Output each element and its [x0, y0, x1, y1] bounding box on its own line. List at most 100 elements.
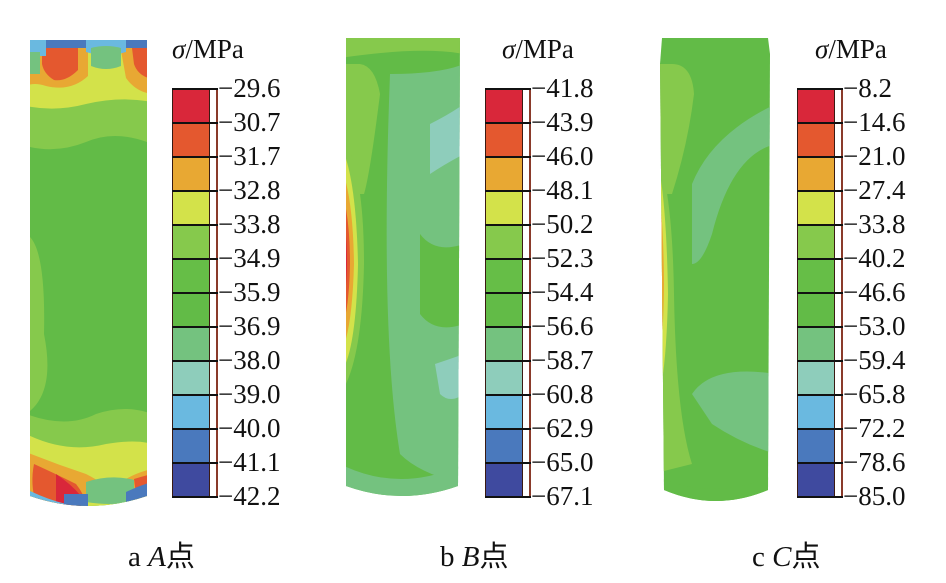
legend-tick	[485, 292, 531, 294]
legend-tick	[485, 428, 531, 430]
legend-band	[486, 294, 522, 328]
legend-band	[173, 362, 209, 396]
legend-tick-label: −46.6	[843, 277, 906, 307]
legend-tick	[172, 258, 218, 260]
legend-color-bar	[797, 89, 835, 498]
legend-band	[798, 328, 834, 362]
legend-band	[486, 192, 522, 226]
caption-suffix: 点	[165, 541, 195, 573]
legend-tick-label: −67.1	[531, 481, 594, 511]
legend-tick-label: −46.0	[531, 141, 594, 171]
legend-band	[486, 260, 522, 294]
legend-tick	[485, 190, 531, 192]
legend-band	[798, 396, 834, 430]
legend-tick	[172, 428, 218, 430]
legend-unit: /MPa	[828, 34, 887, 64]
legend-tick	[797, 428, 843, 430]
legend-tick-label: −50.2	[531, 209, 594, 239]
legend-band	[486, 158, 522, 192]
legend-band	[173, 328, 209, 362]
legend-tick	[172, 462, 218, 464]
legend-tick	[797, 88, 843, 90]
legend-band	[798, 192, 834, 226]
legend-tick	[797, 394, 843, 396]
caption-point: A	[148, 541, 166, 573]
legend-tick	[485, 156, 531, 158]
legend-tick-label: −30.7	[218, 107, 281, 137]
legend-symbol: σ	[172, 34, 186, 64]
legend-band	[173, 294, 209, 328]
legend-band	[798, 362, 834, 396]
legend-tick-label: −52.3	[531, 243, 594, 273]
legend-tick-label: −8.2	[843, 73, 892, 103]
legend-tick-label: −40.0	[218, 413, 281, 443]
stress-contour-cylinder-c	[660, 38, 770, 501]
stress-contour-cylinder-b	[346, 38, 460, 496]
legend-tick-label: −72.2	[843, 413, 906, 443]
legend-tick	[172, 156, 218, 158]
legend-unit: /MPa	[185, 34, 244, 64]
legend-tick	[172, 190, 218, 192]
legend-symbol: σ	[815, 34, 829, 64]
legend-band	[486, 464, 522, 498]
legend-tick	[485, 122, 531, 124]
legend-band	[798, 260, 834, 294]
legend-rail	[529, 89, 531, 497]
legend-band	[173, 158, 209, 192]
legend-tick-label: −65.0	[531, 447, 594, 477]
legend-tick-label: −41.1	[218, 447, 281, 477]
legend-band	[173, 464, 209, 498]
caption-suffix: 点	[479, 541, 509, 573]
legend-band	[173, 192, 209, 226]
legend-tick	[797, 258, 843, 260]
panel-a: σ/MPa −29.6 −30.7 −31.7 −32.8 −33.8 −34.9 −35.…	[0, 0, 320, 583]
legend-tick-label: −39.0	[218, 379, 281, 409]
legend-tick-label: −65.8	[843, 379, 906, 409]
legend-tick	[172, 88, 218, 90]
caption-letter: b	[440, 541, 455, 573]
legend-tick-label: −21.0	[843, 141, 906, 171]
legend-tick-label: −33.8	[843, 209, 906, 239]
legend-tick	[797, 496, 843, 498]
legend-band	[486, 124, 522, 158]
legend-tick-label: −41.8	[531, 73, 594, 103]
caption-point: B	[461, 541, 480, 573]
legend-tick-label: −48.1	[531, 175, 594, 205]
legend-tick	[485, 224, 531, 226]
legend-tick-label: −56.6	[531, 311, 594, 341]
legend-tick-label: −36.9	[218, 311, 281, 341]
legend-tick-label: −42.2	[218, 481, 281, 511]
legend-tick	[172, 292, 218, 294]
legend-band	[173, 90, 209, 124]
legend-tick-label: −29.6	[218, 73, 281, 103]
legend-band	[798, 464, 834, 498]
legend-tick	[172, 326, 218, 328]
legend-rail	[841, 89, 843, 497]
legend-tick-label: −43.9	[531, 107, 594, 137]
legend-band	[173, 430, 209, 464]
legend-tick	[172, 496, 218, 498]
legend-band	[798, 294, 834, 328]
caption-c: c C点	[752, 533, 820, 575]
legend-tick	[797, 462, 843, 464]
legend-band	[486, 226, 522, 260]
legend-tick	[172, 394, 218, 396]
caption-point: C	[772, 541, 792, 573]
legend-tick-label: −60.8	[531, 379, 594, 409]
legend-tick-label: −78.6	[843, 447, 906, 477]
caption-b: b B点	[440, 533, 508, 575]
legend-tick	[172, 224, 218, 226]
legend-tick-label: −53.0	[843, 311, 906, 341]
legend-tick	[485, 88, 531, 90]
legend-band	[486, 362, 522, 396]
legend-tick	[172, 360, 218, 362]
legend-tick-label: −40.2	[843, 243, 906, 273]
legend-tick	[485, 496, 531, 498]
legend-tick	[485, 462, 531, 464]
legend-tick-label: −31.7	[218, 141, 281, 171]
caption-letter: a	[128, 541, 141, 573]
legend-tick-label: −59.4	[843, 345, 906, 375]
legend-tick	[485, 258, 531, 260]
legend-band	[486, 396, 522, 430]
legend-band	[798, 158, 834, 192]
